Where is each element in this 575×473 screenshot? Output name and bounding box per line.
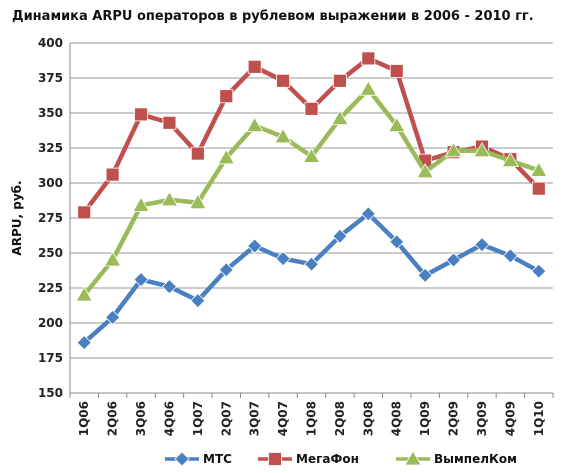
data-point — [332, 228, 348, 244]
data-point — [133, 272, 149, 288]
data-point — [134, 107, 148, 122]
data-point — [531, 181, 546, 196]
data-point — [304, 101, 319, 116]
data-point — [531, 263, 547, 279]
legend-label: МТС — [203, 452, 232, 466]
data-point — [219, 89, 234, 104]
series-2 — [77, 51, 546, 220]
y-tick-label: 300 — [38, 176, 63, 190]
data-point — [389, 234, 405, 250]
data-point — [75, 286, 93, 302]
y-tick-label: 275 — [38, 211, 63, 225]
legend-label: МегаФон — [296, 452, 359, 466]
y-tick-label: 200 — [38, 316, 63, 330]
data-point — [161, 279, 178, 295]
x-tick-label: 4Q08 — [390, 401, 404, 436]
x-tick-label: 1Q06 — [77, 401, 91, 436]
data-point — [105, 167, 120, 182]
x-tick-label: 3Q08 — [361, 401, 375, 436]
data-point — [77, 205, 92, 220]
axes: 150 175 200 225 250 275 300 325 350 375 400 1Q06 2Q0… — [38, 36, 554, 436]
legend: МТС МегаФон ВымпелКом — [165, 450, 517, 467]
x-tick-label: 2Q07 — [219, 401, 233, 436]
series-line — [82, 56, 541, 214]
data-point — [445, 252, 462, 268]
data-point — [245, 116, 264, 133]
data-point — [160, 190, 179, 207]
data-point — [474, 237, 490, 253]
data-point — [162, 115, 177, 130]
y-tick-label: 175 — [38, 351, 63, 365]
data-point — [331, 109, 349, 125]
data-point — [360, 206, 376, 222]
y-tick-label: 150 — [38, 386, 63, 400]
legend-item: ВымпелКом — [396, 450, 517, 466]
data-point — [333, 73, 347, 88]
data-point — [417, 267, 433, 283]
data-point — [361, 51, 376, 66]
x-tick-label: 2Q09 — [447, 401, 461, 436]
chart-title: Динамика ARPU операторов в рублевом выра… — [12, 9, 534, 24]
data-point — [217, 148, 235, 165]
x-tick-label: 1Q07 — [191, 401, 205, 436]
series-1 — [76, 206, 547, 351]
data-point — [247, 59, 262, 74]
data-point — [76, 335, 92, 351]
data-point — [189, 193, 207, 210]
data-point — [444, 141, 463, 158]
legend-item: МТС — [165, 451, 232, 467]
data-point — [530, 161, 548, 177]
data-point — [274, 127, 292, 144]
y-tick-label: 250 — [38, 246, 63, 260]
data-point — [501, 151, 520, 168]
x-tick-label: 2Q08 — [333, 401, 347, 436]
data-point — [389, 64, 404, 78]
x-tick-label: 4Q06 — [162, 401, 176, 436]
y-tick-label: 225 — [38, 281, 63, 295]
data-point — [190, 293, 206, 309]
series-layer — [75, 51, 548, 351]
data-point — [103, 251, 122, 267]
legend-item: МегаФон — [258, 452, 359, 466]
data-point — [502, 248, 518, 264]
data-point — [416, 162, 434, 179]
data-point — [218, 262, 234, 278]
x-tick-label: 2Q06 — [106, 401, 120, 436]
legend-marker — [268, 452, 282, 466]
y-tick-label: 400 — [38, 36, 63, 50]
legend-marker — [404, 450, 422, 466]
data-point — [388, 116, 406, 133]
y-axis-label: ARPU, руб. — [10, 180, 24, 255]
x-tick-label: 1Q09 — [418, 401, 432, 436]
x-tick-label: 3Q07 — [248, 401, 262, 436]
legend-label: ВымпелКом — [434, 452, 517, 466]
x-tick-label: 4Q09 — [503, 401, 517, 436]
y-tick-label: 375 — [38, 71, 63, 85]
x-tick-label: 1Q08 — [305, 401, 319, 436]
grid-lines — [70, 42, 553, 394]
data-point — [303, 256, 320, 272]
data-point — [105, 309, 121, 325]
x-tick-label: 3Q09 — [475, 401, 489, 436]
data-point — [247, 238, 263, 254]
data-point — [473, 141, 491, 158]
y-tick-label: 350 — [38, 106, 63, 120]
x-tick-label: 3Q06 — [134, 401, 148, 436]
data-point — [276, 73, 290, 88]
series-3 — [75, 80, 548, 302]
y-tick-label: 325 — [38, 141, 63, 155]
x-tick-label: 1Q10 — [532, 401, 546, 436]
data-point — [359, 80, 378, 96]
legend-marker — [174, 451, 190, 467]
data-point — [132, 196, 150, 212]
data-point — [190, 146, 205, 161]
data-point — [275, 251, 291, 267]
data-point — [302, 147, 321, 163]
x-tick-label: 4Q07 — [276, 401, 290, 436]
